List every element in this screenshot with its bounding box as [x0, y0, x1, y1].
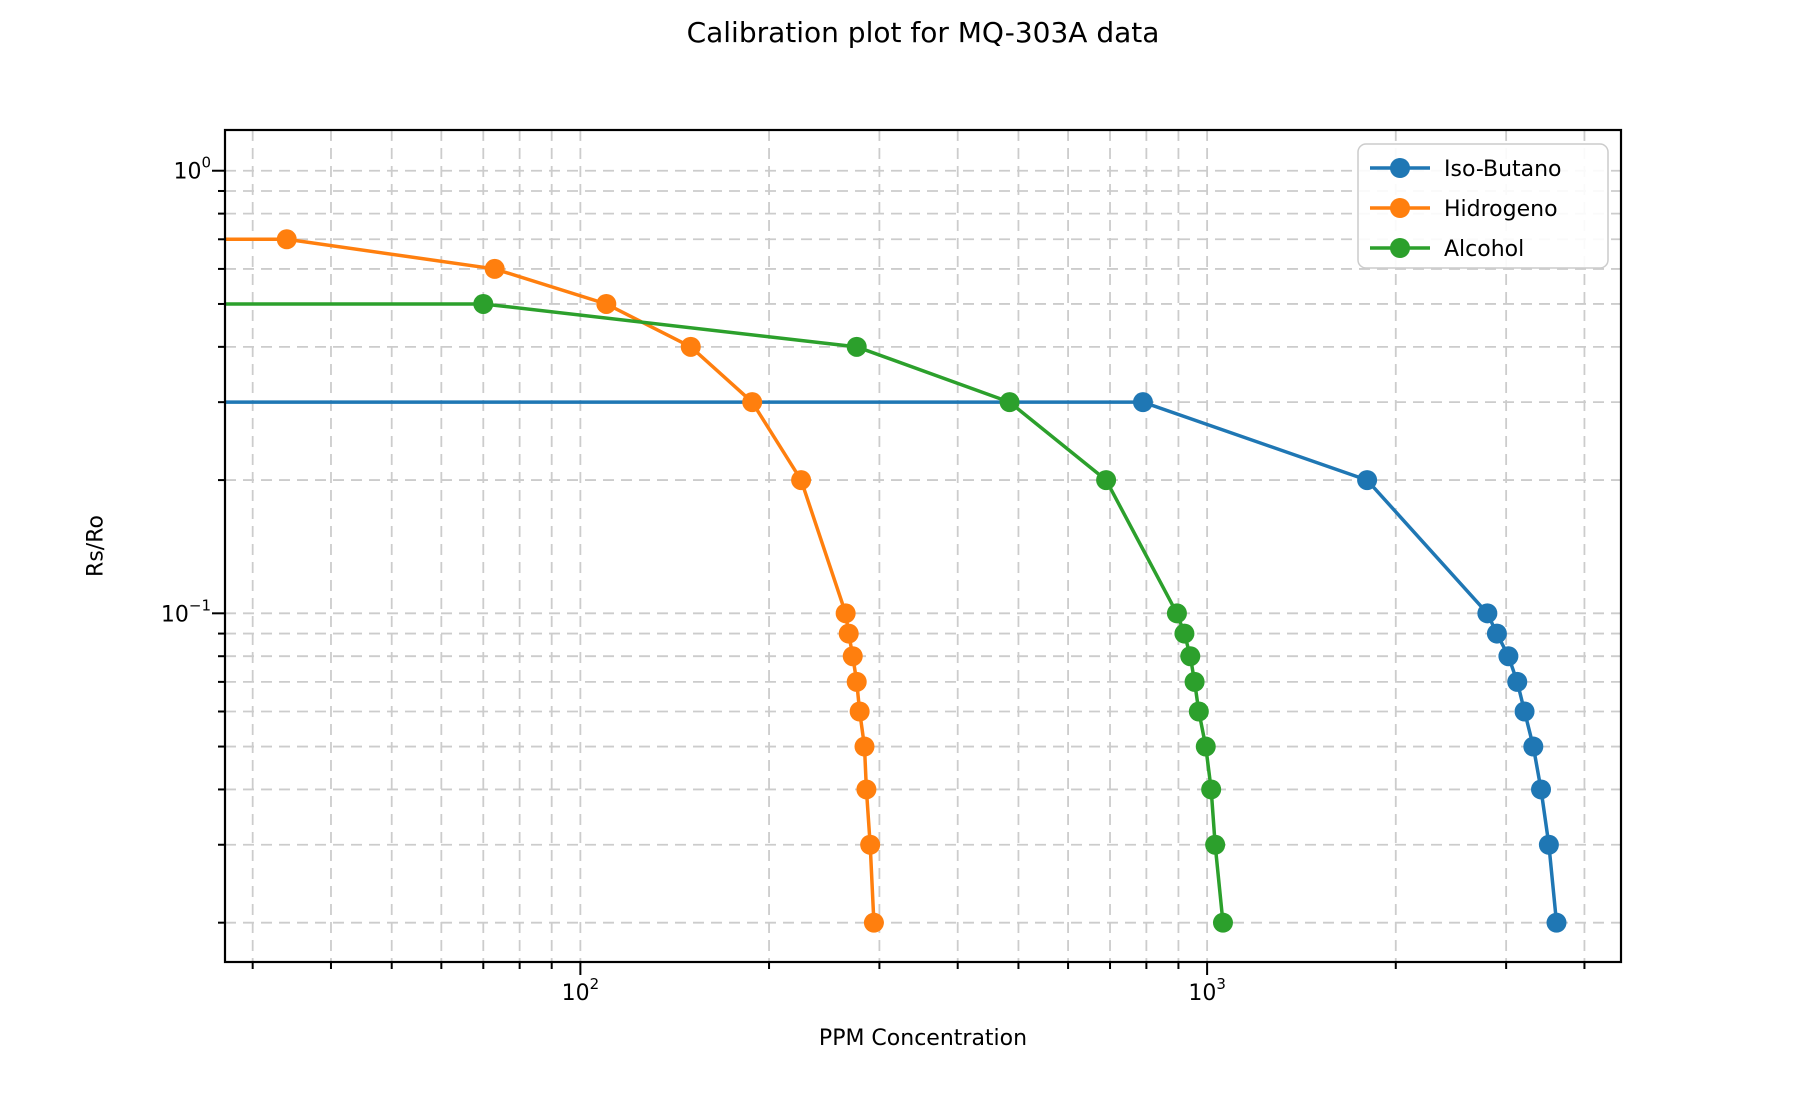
- legend-label-alcohol: Alcohol: [1444, 237, 1524, 262]
- data-point-hidrogeno: [596, 293, 617, 314]
- legend-box: [1357, 143, 1609, 269]
- data-point-alcohol: [1205, 834, 1226, 855]
- data-point-hidrogeno: [742, 392, 763, 413]
- data-point-alcohol: [473, 293, 494, 314]
- y-tick-label: 10−1: [161, 596, 211, 627]
- legend-marker-iso-butano: [1390, 158, 1410, 178]
- axis-ticks: [212, 169, 1586, 975]
- data-point-iso-butano: [1546, 912, 1567, 933]
- data-point-hidrogeno: [835, 603, 856, 624]
- data-point-iso-butano: [1514, 701, 1535, 722]
- data-point-iso-butano: [1498, 646, 1519, 667]
- y-tick-label: 100: [173, 154, 211, 185]
- data-point-alcohol: [1184, 671, 1205, 692]
- data-point-alcohol: [1195, 736, 1216, 757]
- data-point-iso-butano: [1523, 736, 1544, 757]
- data-point-hidrogeno: [484, 258, 505, 279]
- legend: Iso-Butano Hidrogeno Alcohol: [1357, 143, 1609, 269]
- legend-item-alcohol: Alcohol: [1370, 237, 1524, 262]
- chart-title: Calibration plot for MQ-303A data: [686, 16, 1160, 49]
- legend-label-iso-butano: Iso-Butano: [1444, 157, 1562, 182]
- legend-label-hidrogeno: Hidrogeno: [1444, 197, 1558, 222]
- series-iso-butano: [225, 392, 1567, 933]
- data-point-iso-butano: [1538, 834, 1559, 855]
- data-point-hidrogeno: [863, 912, 884, 933]
- legend-item-iso-butano: Iso-Butano: [1370, 157, 1562, 182]
- data-point-alcohol: [1188, 701, 1209, 722]
- legend-item-hidrogeno: Hidrogeno: [1370, 197, 1558, 222]
- data-point-alcohol: [1212, 912, 1233, 933]
- data-point-iso-butano: [1486, 623, 1507, 644]
- series-alcohol: [225, 293, 1233, 933]
- data-point-hidrogeno: [854, 736, 875, 757]
- data-point-hidrogeno: [860, 834, 881, 855]
- data-point-iso-butano: [1507, 671, 1528, 692]
- data-point-alcohol: [999, 392, 1020, 413]
- data-point-hidrogeno: [846, 671, 867, 692]
- y-axis-label: Rs/Ro: [83, 515, 109, 577]
- data-point-alcohol: [846, 336, 867, 357]
- data-point-hidrogeno: [680, 336, 701, 357]
- data-point-hidrogeno: [849, 701, 870, 722]
- data-point-iso-butano: [1132, 392, 1153, 413]
- legend-marker-hidrogeno: [1390, 198, 1410, 218]
- data-point-hidrogeno: [842, 646, 863, 667]
- data-point-hidrogeno: [856, 779, 877, 800]
- axes-spines: [223, 128, 1623, 964]
- data-point-alcohol: [1166, 603, 1187, 624]
- data-point-hidrogeno: [276, 229, 297, 250]
- data-point-iso-butano: [1531, 779, 1552, 800]
- series-line-hidrogeno: [225, 237, 876, 923]
- data-point-hidrogeno: [791, 470, 812, 491]
- data-point-alcohol: [1180, 646, 1201, 667]
- series-hidrogeno: [225, 229, 884, 933]
- data-point-iso-butano: [1357, 470, 1378, 491]
- data-point-alcohol: [1174, 623, 1195, 644]
- x-tick-label: 103: [1188, 975, 1226, 1006]
- x-axis-label: PPM Concentration: [818, 1026, 1028, 1051]
- data-point-hidrogeno: [838, 623, 859, 644]
- grid-lines: [225, 130, 1621, 962]
- data-point-alcohol: [1201, 779, 1222, 800]
- legend-marker-alcohol: [1390, 238, 1410, 258]
- x-tick-label: 102: [562, 975, 600, 1006]
- data-point-alcohol: [1096, 470, 1117, 491]
- data-point-iso-butano: [1477, 603, 1498, 624]
